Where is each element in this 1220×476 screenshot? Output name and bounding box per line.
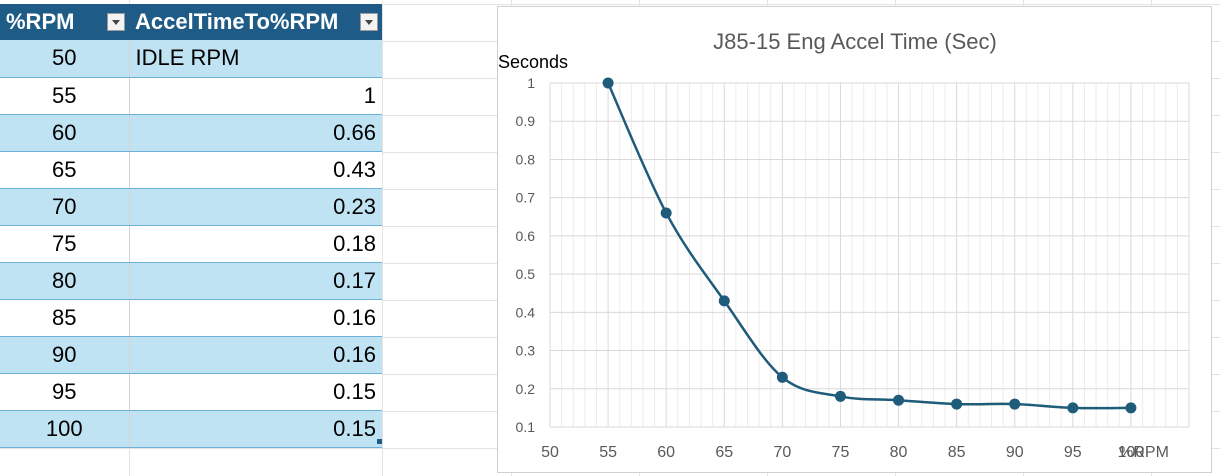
x-tick-label: 90	[1006, 444, 1024, 461]
header-accel[interactable]: AccelTimeTo%RPM	[129, 4, 382, 40]
line-chart: J85-15 Eng Accel Time (Sec) Seconds %RPM 0.…	[498, 29, 1190, 461]
cell-accel-time[interactable]: 0.66	[129, 114, 382, 152]
data-point[interactable]	[660, 207, 672, 219]
cell-rpm[interactable]: 55	[0, 77, 130, 115]
cell-rpm[interactable]: 65	[0, 151, 130, 189]
cell-accel-time[interactable]: 0.23	[129, 188, 382, 226]
table-row: 50 IDLE RPM	[0, 40, 382, 78]
data-point[interactable]	[1067, 402, 1079, 414]
table-row: 65 0.43	[0, 151, 382, 189]
cell-rpm[interactable]: 80	[0, 262, 130, 300]
cell-accel-time[interactable]: 0.17	[129, 262, 382, 300]
cell-accel-time[interactable]: 1	[129, 77, 382, 115]
cell-accel-time[interactable]: 0.15	[129, 410, 382, 448]
filter-dropdown-icon[interactable]	[360, 13, 378, 31]
cell-rpm[interactable]: 95	[0, 373, 130, 411]
data-point[interactable]	[893, 394, 905, 406]
y-tick-label: 0.4	[516, 304, 536, 320]
cell-rpm[interactable]: 90	[0, 336, 130, 374]
data-table: %RPM AccelTimeTo%RPM 50 IDLE RPM 55 1 60 0.66…	[0, 4, 382, 448]
data-point[interactable]	[1009, 398, 1021, 410]
y-tick-label: 0.8	[516, 151, 536, 167]
cell-accel-time[interactable]: 0.18	[129, 225, 382, 263]
cell-rpm[interactable]: 100	[0, 410, 130, 448]
table-row: 60 0.66	[0, 114, 382, 152]
table-header-row: %RPM AccelTimeTo%RPM	[0, 4, 382, 40]
x-tick-label: 55	[599, 444, 617, 461]
y-tick-label: 0.1	[516, 419, 536, 435]
cell-rpm[interactable]: 85	[0, 299, 130, 337]
x-tick-label: 75	[832, 444, 850, 461]
cell-rpm[interactable]: 60	[0, 114, 130, 152]
x-tick-label: 80	[890, 444, 908, 461]
header-rpm-label: %RPM	[6, 9, 75, 34]
y-tick-label: 0.5	[516, 266, 536, 282]
x-tick-label: 60	[657, 444, 675, 461]
y-tick-label: 0.9	[516, 113, 536, 129]
x-axis-label: %RPM	[1119, 444, 1169, 461]
table-row: 85 0.16	[0, 299, 382, 337]
series-line[interactable]	[606, 82, 1131, 410]
y-tick-label: 0.7	[516, 190, 536, 206]
table-row: 80 0.17	[0, 262, 382, 300]
table-row: 55 1	[0, 77, 382, 115]
cell-accel-time[interactable]: 0.16	[129, 299, 382, 337]
y-tick-label: 0.3	[516, 343, 536, 359]
data-point[interactable]	[776, 371, 788, 383]
x-tick-label: 85	[948, 444, 966, 461]
y-tick-label: 0.2	[516, 381, 536, 397]
data-point[interactable]	[602, 77, 614, 89]
table-resize-handle[interactable]	[377, 439, 382, 444]
y-tick-label: 0.6	[516, 228, 536, 244]
cell-accel-time[interactable]: 0.15	[129, 373, 382, 411]
data-point[interactable]	[834, 390, 846, 402]
header-rpm[interactable]: %RPM	[0, 4, 129, 40]
table-row: 90 0.16	[0, 336, 382, 374]
x-tick-label: 70	[773, 444, 791, 461]
x-tick-label: 65	[715, 444, 733, 461]
minor-gridlines	[561, 83, 1178, 427]
filter-dropdown-icon[interactable]	[107, 13, 125, 31]
x-tick-label: 50	[541, 444, 559, 461]
x-tick-label: 100	[1118, 444, 1145, 461]
data-point[interactable]	[1125, 402, 1137, 414]
header-accel-label: AccelTimeTo%RPM	[135, 9, 339, 34]
y-tick-label: 1	[527, 75, 535, 91]
table-row: 75 0.18	[0, 225, 382, 263]
cell-accel-time[interactable]: IDLE RPM	[129, 40, 382, 78]
chart-area[interactable]: J85-15 Eng Accel Time (Sec) Seconds %RPM 0.…	[497, 6, 1212, 473]
table-row: 100 0.15	[0, 410, 382, 448]
table-row: 70 0.23	[0, 188, 382, 226]
data-point[interactable]	[951, 398, 963, 410]
y-axis-label: Seconds	[498, 52, 568, 72]
table-row: 95 0.15	[0, 373, 382, 411]
cell-rpm[interactable]: 70	[0, 188, 130, 226]
chart-title: J85-15 Eng Accel Time (Sec)	[713, 29, 997, 54]
x-tick-label: 95	[1064, 444, 1082, 461]
data-point[interactable]	[718, 295, 730, 307]
cell-rpm[interactable]: 50	[0, 40, 130, 78]
cell-rpm[interactable]: 75	[0, 225, 130, 263]
cell-accel-time[interactable]: 0.43	[129, 151, 382, 189]
cell-accel-time[interactable]: 0.16	[129, 336, 382, 374]
major-gridlines	[549, 82, 1190, 428]
